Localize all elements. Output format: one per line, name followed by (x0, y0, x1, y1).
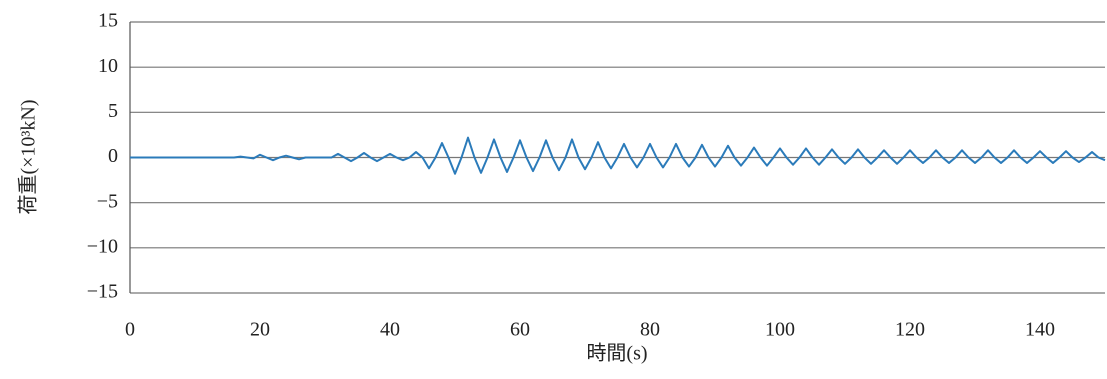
x-axis-label: 時間(s) (586, 342, 647, 365)
x-tick-label: 80 (640, 319, 660, 341)
y-tick-label: −10 (87, 235, 118, 257)
x-tick-label: 120 (895, 319, 925, 341)
data-line (130, 136, 1106, 175)
x-tick-label: 60 (510, 319, 530, 341)
y-tick-label: 10 (98, 55, 118, 77)
x-tick-label: 140 (1025, 319, 1055, 341)
y-tick-label: 15 (98, 10, 118, 32)
y-tick-label: −15 (87, 281, 118, 303)
x-tick-label: 40 (380, 319, 400, 341)
x-tick-label: 20 (250, 319, 270, 341)
y-tick-label: 0 (108, 145, 118, 167)
y-axis-label: 荷重(×10³kN) (17, 99, 40, 214)
x-tick-label: 100 (765, 319, 795, 341)
y-tick-label: 5 (108, 100, 118, 122)
y-tick-label: −5 (97, 190, 118, 212)
x-tick-label: 0 (125, 319, 135, 341)
